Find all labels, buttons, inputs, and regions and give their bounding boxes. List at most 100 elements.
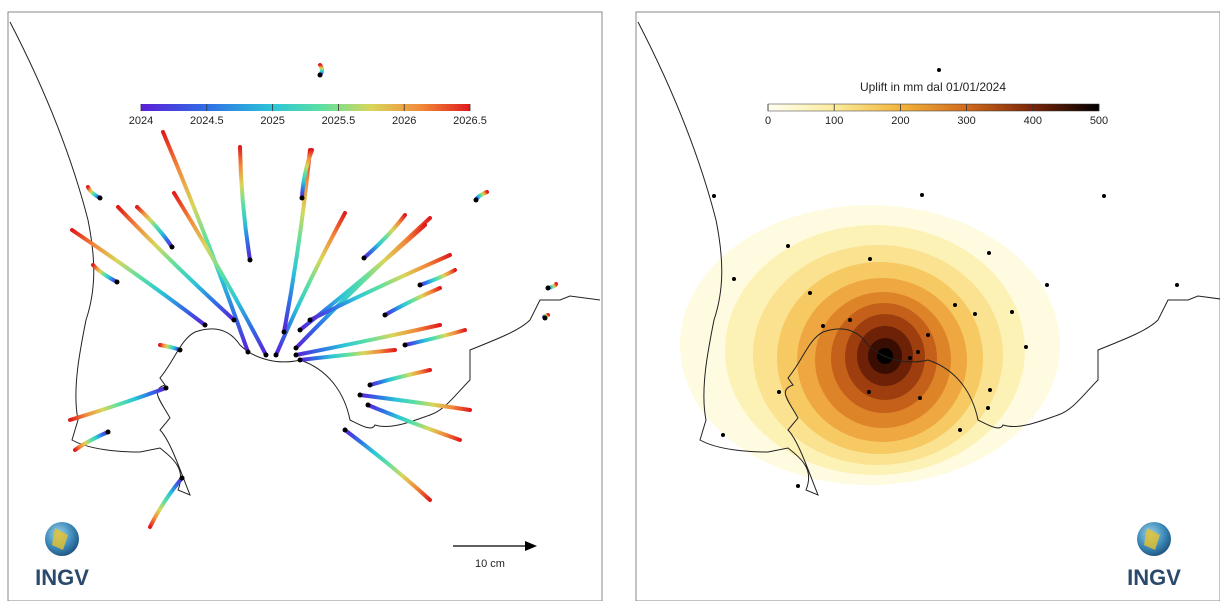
station — [937, 68, 941, 72]
station — [986, 406, 990, 410]
station — [169, 244, 175, 250]
station — [926, 333, 930, 337]
trajectory — [300, 148, 314, 200]
station — [202, 322, 208, 328]
trajectory — [294, 323, 442, 357]
trajectory — [68, 386, 168, 422]
trajectory — [70, 228, 207, 327]
uplift-field — [680, 205, 1060, 485]
station — [357, 392, 363, 398]
trajectory — [172, 191, 268, 357]
trajectory — [282, 148, 312, 334]
trajectory — [308, 253, 452, 322]
station — [953, 303, 957, 307]
station — [712, 194, 716, 198]
station — [297, 357, 303, 363]
station — [821, 324, 825, 328]
station — [105, 429, 111, 435]
station — [293, 352, 299, 358]
station — [307, 317, 313, 323]
logo-mark — [1144, 528, 1160, 550]
station — [179, 475, 185, 481]
colorbar-tick-label: 100 — [825, 115, 843, 127]
station — [916, 350, 920, 354]
trajectory — [418, 268, 457, 287]
trajectory — [362, 213, 407, 260]
trajectory — [366, 403, 462, 442]
station — [473, 197, 479, 203]
station — [247, 257, 253, 263]
station — [297, 327, 303, 333]
colorbar-tick-label: 2026.5 — [453, 115, 487, 127]
station — [163, 385, 169, 391]
station — [1024, 345, 1028, 349]
station — [732, 277, 736, 281]
station — [382, 312, 388, 318]
station — [987, 251, 991, 255]
uplift-colorbar — [767, 103, 1100, 112]
station — [808, 291, 812, 295]
station — [958, 428, 962, 432]
trajectory — [298, 348, 397, 362]
station — [263, 352, 269, 358]
scale-label: 10 cm — [475, 558, 505, 570]
logo: INGV — [35, 565, 89, 590]
colorbar-title: Uplift in mm dal 01/01/2024 — [860, 80, 1006, 94]
trajectory — [343, 428, 432, 502]
trajectory — [274, 211, 347, 357]
station — [97, 195, 103, 201]
trajectory — [161, 130, 250, 354]
station — [361, 255, 367, 261]
station — [417, 282, 423, 288]
station — [245, 349, 251, 355]
station — [402, 342, 408, 348]
trajectory — [148, 476, 184, 529]
station — [988, 388, 992, 392]
station — [231, 317, 237, 323]
station — [1175, 283, 1179, 287]
trajectory — [135, 205, 174, 249]
colorbar-tick-label: 2026 — [392, 115, 416, 127]
station — [273, 352, 279, 358]
colorbar-tick-label: 2024.5 — [190, 115, 224, 127]
trajectory — [238, 145, 252, 262]
gps-trajectories — [68, 63, 558, 529]
trajectory — [403, 328, 467, 347]
station — [918, 396, 922, 400]
station — [177, 347, 183, 353]
colorbar-tick-label: 2024 — [129, 115, 153, 127]
station — [1045, 283, 1049, 287]
station — [867, 390, 871, 394]
colorbar-tick-label: 2025 — [260, 115, 284, 127]
trajectory — [116, 205, 236, 322]
station — [342, 427, 348, 433]
station — [293, 345, 299, 351]
left-panel-frame — [7, 11, 603, 601]
station — [796, 484, 800, 488]
station — [114, 279, 120, 285]
station — [973, 312, 977, 316]
gps-stations — [97, 68, 1179, 488]
station — [848, 318, 852, 322]
colorbar-tick-label: 500 — [1090, 115, 1108, 127]
colorbar-tick-label: 200 — [891, 115, 909, 127]
colorbar-tick-label: 400 — [1024, 115, 1042, 127]
station — [868, 257, 872, 261]
station — [299, 195, 305, 201]
trajectory — [73, 430, 110, 452]
station — [777, 390, 781, 394]
station — [1010, 310, 1014, 314]
station — [908, 356, 912, 360]
station — [920, 193, 924, 197]
logo-mark — [52, 528, 68, 550]
station — [367, 382, 373, 388]
station — [365, 402, 371, 408]
trajectory — [358, 393, 472, 412]
logo: INGV — [1127, 565, 1181, 590]
station — [542, 315, 548, 321]
scale-arrow-head — [525, 541, 537, 551]
trajectory — [383, 286, 442, 317]
station — [786, 244, 790, 248]
station — [721, 433, 725, 437]
station — [1102, 194, 1106, 198]
